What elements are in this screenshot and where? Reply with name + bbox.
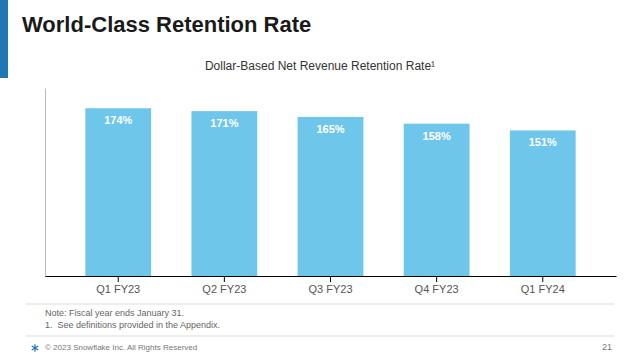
title: World-Class Retention Rate [22, 12, 311, 37]
footer: Note: Fiscal year ends January 31. 1. See… [26, 304, 614, 352]
x-tick: Q1 FY23 [96, 276, 140, 295]
x-tick-mark [436, 276, 437, 282]
data-label: 174% [104, 114, 132, 126]
x-tick-mark [542, 276, 543, 282]
x-tick: Q2 FY23 [202, 276, 246, 295]
accent-bar [0, 0, 8, 78]
x-tick: Q1 FY24 [521, 276, 565, 295]
separator [26, 304, 614, 305]
note: 1. See definitions provided in the Appen… [45, 320, 220, 330]
y-axis [45, 89, 46, 277]
x-tick-label: Q1 FY23 [96, 283, 140, 295]
x-tick: Q4 FY23 [415, 276, 459, 295]
x-axis: Q1 FY23 Q2 FY23 Q3 FY23 Q4 FY23 Q1 FY24 [46, 276, 617, 295]
y-axis-line [45, 89, 46, 277]
bar [510, 130, 576, 276]
footer-text: © 2023 Snowflake Inc. All Rights Reserve… [45, 343, 197, 352]
chart-svg: World-Class Retention Rate Dollar-Based N… [0, 0, 640, 360]
data-label: 165% [316, 123, 344, 135]
subtitle: Dollar-Based Net Revenue Retention Rate¹ [205, 59, 435, 73]
x-tick-label: Q2 FY23 [202, 283, 246, 295]
data-label: 171% [210, 117, 238, 129]
x-tick-label: Q1 FY24 [521, 283, 565, 295]
page-number: 21 [602, 342, 612, 352]
data-label: 158% [423, 130, 451, 142]
bars [85, 108, 575, 276]
bar [85, 108, 151, 276]
note: Note: Fiscal year ends January 31. [45, 308, 184, 318]
x-tick: Q3 FY23 [308, 276, 352, 295]
bar [298, 117, 364, 276]
bar [404, 124, 470, 276]
x-tick-label: Q3 FY23 [308, 283, 352, 295]
footer-icon [32, 344, 39, 352]
x-tick-mark [118, 276, 119, 282]
x-tick-label: Q4 FY23 [415, 283, 459, 295]
plot: 174% 171% 165% 158% 151% Q1 FY23 Q2 FY23 Q3 FY2… [46, 89, 617, 295]
x-tick-mark [330, 276, 331, 282]
separator [26, 336, 614, 337]
data-labels: 174% 171% 165% 158% 151% [104, 114, 557, 148]
bar [191, 111, 257, 276]
data-label: 151% [529, 136, 557, 148]
x-tick-mark [224, 276, 225, 282]
